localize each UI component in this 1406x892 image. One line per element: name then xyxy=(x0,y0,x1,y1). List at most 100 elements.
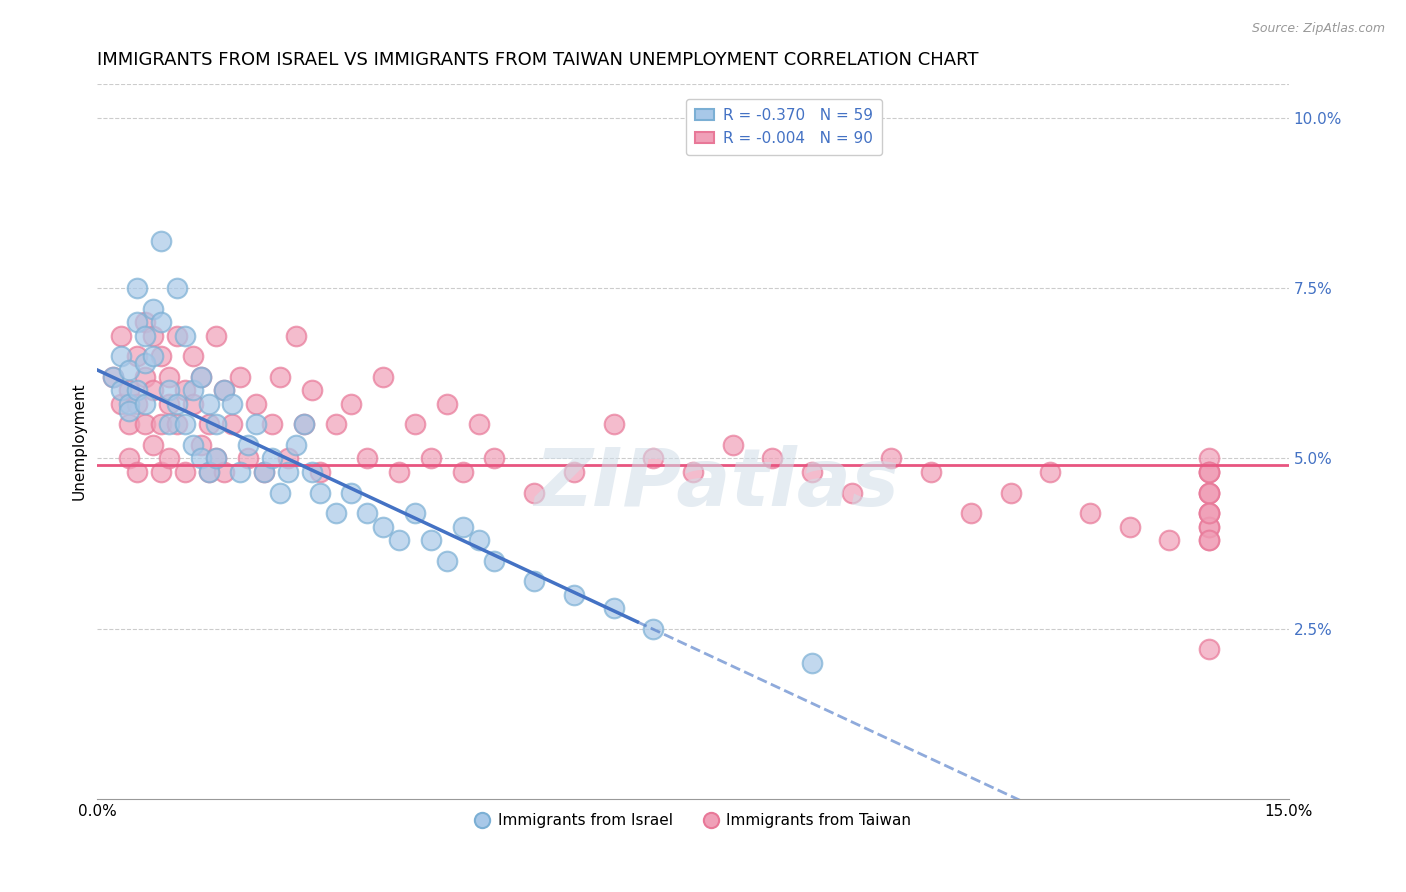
Point xyxy=(166,281,188,295)
Point xyxy=(960,506,983,520)
Point xyxy=(260,417,283,432)
Y-axis label: Unemployment: Unemployment xyxy=(72,383,86,500)
Point xyxy=(149,465,172,479)
Point xyxy=(110,397,132,411)
Text: Source: ZipAtlas.com: Source: ZipAtlas.com xyxy=(1251,22,1385,36)
Point xyxy=(238,438,260,452)
Point xyxy=(149,315,172,329)
Point xyxy=(388,465,411,479)
Point xyxy=(181,350,204,364)
Point xyxy=(356,506,378,520)
Point xyxy=(1078,506,1101,520)
Point xyxy=(103,369,125,384)
Point xyxy=(118,363,141,377)
Point xyxy=(404,417,426,432)
Point xyxy=(134,369,156,384)
Point xyxy=(190,438,212,452)
Point xyxy=(253,465,276,479)
Point xyxy=(269,485,291,500)
Point xyxy=(142,329,165,343)
Point xyxy=(190,369,212,384)
Point xyxy=(197,397,219,411)
Point xyxy=(1159,533,1181,548)
Point xyxy=(205,451,228,466)
Point xyxy=(125,465,148,479)
Point xyxy=(562,465,585,479)
Point xyxy=(142,350,165,364)
Point xyxy=(388,533,411,548)
Point xyxy=(1198,465,1220,479)
Point xyxy=(134,397,156,411)
Point xyxy=(253,465,276,479)
Point xyxy=(157,397,180,411)
Point xyxy=(238,451,260,466)
Point xyxy=(245,397,267,411)
Point xyxy=(284,438,307,452)
Point xyxy=(1198,451,1220,466)
Point xyxy=(134,315,156,329)
Point xyxy=(1198,533,1220,548)
Point xyxy=(373,519,395,533)
Point xyxy=(157,384,180,398)
Point xyxy=(373,369,395,384)
Point xyxy=(197,465,219,479)
Text: ZIPatlas: ZIPatlas xyxy=(534,445,900,524)
Point xyxy=(562,588,585,602)
Point xyxy=(110,350,132,364)
Point xyxy=(125,397,148,411)
Point xyxy=(1198,506,1220,520)
Point xyxy=(484,553,506,567)
Point xyxy=(125,350,148,364)
Point xyxy=(436,397,458,411)
Point xyxy=(157,369,180,384)
Point xyxy=(419,451,441,466)
Point xyxy=(190,451,212,466)
Text: IMMIGRANTS FROM ISRAEL VS IMMIGRANTS FROM TAIWAN UNEMPLOYMENT CORRELATION CHART: IMMIGRANTS FROM ISRAEL VS IMMIGRANTS FRO… xyxy=(97,51,979,69)
Point xyxy=(325,417,347,432)
Point xyxy=(1198,465,1220,479)
Point xyxy=(467,533,489,548)
Point xyxy=(197,417,219,432)
Point xyxy=(103,369,125,384)
Point xyxy=(1000,485,1022,500)
Point xyxy=(229,465,252,479)
Point xyxy=(173,417,195,432)
Point xyxy=(721,438,744,452)
Point xyxy=(436,553,458,567)
Point xyxy=(308,465,330,479)
Point xyxy=(173,465,195,479)
Point xyxy=(801,465,824,479)
Point xyxy=(269,369,291,384)
Point xyxy=(157,417,180,432)
Point xyxy=(404,506,426,520)
Point xyxy=(277,465,299,479)
Point xyxy=(125,315,148,329)
Point xyxy=(173,329,195,343)
Point xyxy=(245,417,267,432)
Point xyxy=(277,451,299,466)
Point xyxy=(682,465,704,479)
Point xyxy=(419,533,441,548)
Point xyxy=(602,601,624,615)
Point xyxy=(181,397,204,411)
Point xyxy=(260,451,283,466)
Point xyxy=(149,350,172,364)
Point xyxy=(205,329,228,343)
Point xyxy=(181,384,204,398)
Point xyxy=(229,369,252,384)
Point xyxy=(467,417,489,432)
Point xyxy=(157,451,180,466)
Point xyxy=(880,451,903,466)
Point xyxy=(356,451,378,466)
Point xyxy=(1198,506,1220,520)
Point xyxy=(149,234,172,248)
Point xyxy=(340,485,363,500)
Point xyxy=(214,465,236,479)
Point xyxy=(1198,519,1220,533)
Legend: Immigrants from Israel, Immigrants from Taiwan: Immigrants from Israel, Immigrants from … xyxy=(468,807,917,834)
Point xyxy=(292,417,315,432)
Point xyxy=(118,397,141,411)
Point xyxy=(125,384,148,398)
Point xyxy=(1198,642,1220,657)
Point xyxy=(125,281,148,295)
